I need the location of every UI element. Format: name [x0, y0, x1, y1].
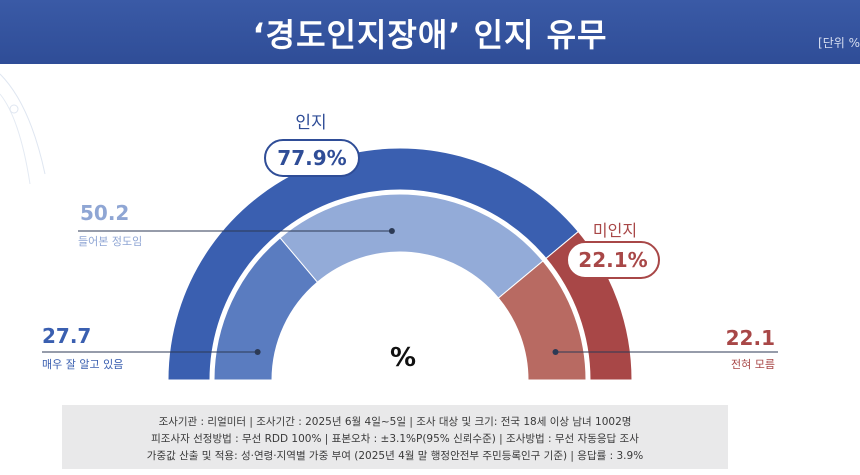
unit-label: [단위 % — [818, 36, 860, 50]
header-banner: ‘경도인지장애’ 인지 유무 [단위 % — [0, 0, 860, 64]
footer-line-1: 조사기관 : 리얼미터 | 조사기간 : 2025년 6월 4일~5일 | 조사… — [158, 416, 632, 428]
inner-leader-1-dot — [388, 228, 395, 234]
footer-line-2: 피조사자 선정방법 : 무선 RDD 100% | 표본오차 : ±3.1%P(… — [151, 433, 639, 445]
decorative-lines — [0, 73, 46, 184]
survey-footer: 조사기관 : 리얼미터 | 조사기간 : 2025년 6월 4일~5일 | 조사… — [62, 405, 728, 469]
inner-arc-2 — [497, 260, 587, 381]
outer-label-aware: 인지 — [295, 113, 326, 133]
inner-value-1: 50.2 — [80, 201, 129, 225]
footer-line-3: 가중값 산출 및 적용: 성·연령·지역별 가중 부여 (2025년 4월 말 … — [146, 450, 644, 462]
page-title: ‘경도인지장애’ 인지 유무 — [252, 16, 608, 54]
inner-label-1: 들어본 정도임 — [78, 235, 142, 248]
outer-aware-pill — [264, 139, 360, 177]
inner-value-2: 22.1 — [726, 326, 775, 350]
outer-unaware-pill — [566, 241, 660, 279]
inner-value-0: 27.7 — [42, 324, 91, 348]
outer-aware-value: 77.9% — [277, 146, 346, 170]
outer-label-unaware: 미인지 — [593, 221, 637, 240]
inner-leader-0-dot — [254, 349, 261, 355]
center-percent-label: % — [390, 343, 416, 373]
inner-label-2: 전혀 모름 — [731, 358, 775, 371]
inner-leader-2-dot — [552, 349, 559, 355]
outer-unaware-value: 22.1% — [578, 248, 647, 272]
semi-donut-chart: % 인지 77.9% 미인지 22.1% 27.7 매우 잘 알고 있음 50.2 들어본 정도… — [42, 113, 778, 381]
outer-arc-0 — [167, 147, 579, 381]
inner-label-0: 매우 잘 알고 있음 — [42, 357, 123, 371]
